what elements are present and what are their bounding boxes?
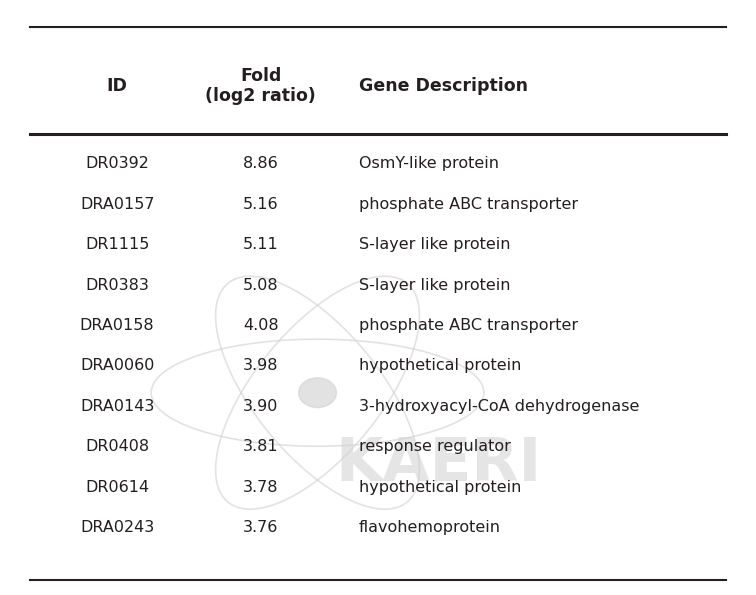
Text: 5.11: 5.11	[243, 237, 279, 252]
Text: phosphate ABC transporter: phosphate ABC transporter	[359, 318, 578, 333]
Text: S-layer like protein: S-layer like protein	[359, 237, 510, 252]
Text: KAERI: KAERI	[336, 434, 541, 494]
Text: phosphate ABC transporter: phosphate ABC transporter	[359, 196, 578, 212]
Circle shape	[299, 378, 336, 408]
Text: DR1115: DR1115	[85, 237, 150, 252]
Text: hypothetical protein: hypothetical protein	[359, 358, 522, 374]
Text: 3.76: 3.76	[243, 520, 278, 536]
Text: flavohemoprotein: flavohemoprotein	[359, 520, 501, 536]
Text: ID: ID	[107, 77, 128, 95]
Text: DR0408: DR0408	[85, 439, 149, 455]
Text: 8.86: 8.86	[243, 156, 279, 171]
Text: 3.81: 3.81	[243, 439, 279, 455]
Text: Gene Description: Gene Description	[359, 77, 528, 95]
Text: 3.90: 3.90	[243, 399, 278, 414]
Text: response regulator: response regulator	[359, 439, 511, 455]
Text: 3-hydroxyacyl-CoA dehydrogenase: 3-hydroxyacyl-CoA dehydrogenase	[359, 399, 640, 414]
Text: 4.08: 4.08	[243, 318, 279, 333]
Text: DRA0243: DRA0243	[80, 520, 154, 536]
Text: 5.08: 5.08	[243, 277, 279, 293]
Text: 3.98: 3.98	[243, 358, 278, 374]
Text: DR0614: DR0614	[85, 480, 149, 495]
Text: 3.78: 3.78	[243, 480, 278, 495]
Text: S-layer like protein: S-layer like protein	[359, 277, 510, 293]
Text: DRA0157: DRA0157	[80, 196, 154, 212]
Text: OsmY-like protein: OsmY-like protein	[359, 156, 499, 171]
Text: hypothetical protein: hypothetical protein	[359, 480, 522, 495]
Text: DRA0158: DRA0158	[80, 318, 154, 333]
Text: DR0383: DR0383	[85, 277, 149, 293]
Text: Fold
(log2 ratio): Fold (log2 ratio)	[206, 67, 316, 105]
Text: DRA0143: DRA0143	[80, 399, 154, 414]
Text: DRA0060: DRA0060	[80, 358, 154, 374]
Text: DR0392: DR0392	[85, 156, 149, 171]
Text: 5.16: 5.16	[243, 196, 279, 212]
